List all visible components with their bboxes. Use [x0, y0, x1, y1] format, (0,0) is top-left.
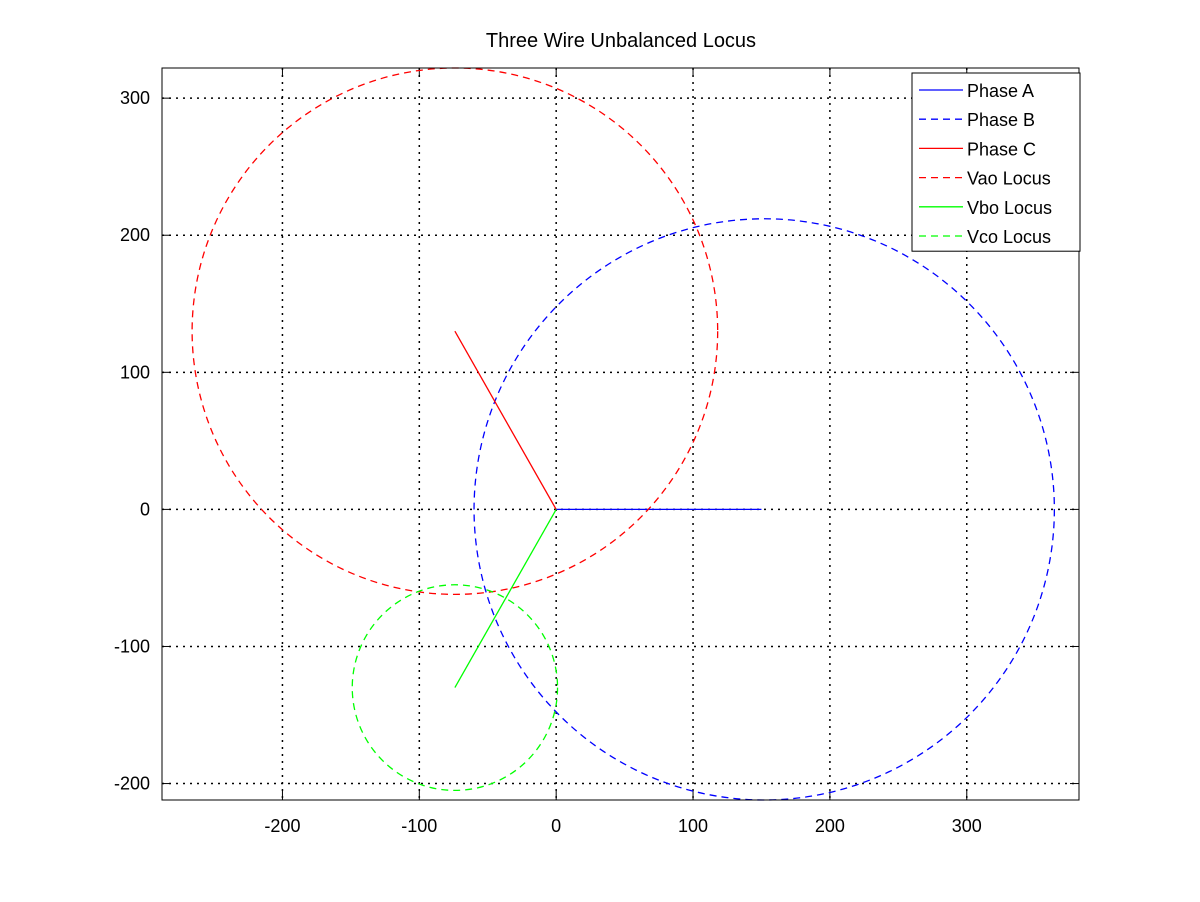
legend-label: Phase C: [967, 139, 1036, 159]
chart-title: Three Wire Unbalanced Locus: [486, 30, 756, 52]
y-tick-label: 200: [120, 225, 150, 245]
series-phase-line-2: [454, 330, 557, 510]
y-tick-label: 100: [120, 362, 150, 382]
x-tick-label: 100: [678, 816, 708, 836]
series-layer: [191, 67, 1056, 801]
y-tick-label: -200: [114, 774, 150, 794]
series-locus-circle-5: [351, 584, 559, 792]
legend-box: [911, 72, 1081, 252]
series-phase-line-4: [454, 509, 557, 688]
x-axis-ticks: -200 -100 0 100 200 300: [264, 68, 982, 836]
x-tick-label: 300: [952, 816, 982, 836]
y-tick-label: 300: [120, 88, 150, 108]
x-tick-label: -200: [264, 816, 300, 836]
x-tick-label: 200: [815, 816, 845, 836]
y-tick-label: 0: [140, 499, 150, 519]
x-tick-label: -100: [401, 816, 437, 836]
x-tick-label: 0: [551, 816, 561, 836]
legend-label: Vco Locus: [967, 227, 1051, 247]
plot-frame: [161, 67, 1080, 801]
y-axis-ticks: -200 -100 0 100 200 300: [114, 88, 1079, 794]
y-tick-label: -100: [114, 636, 150, 656]
legend-label: Phase A: [967, 81, 1034, 101]
legend-label: Vao Locus: [967, 169, 1051, 189]
legend-label: Phase B: [967, 110, 1035, 130]
series-locus-circle-1: [473, 218, 1056, 801]
legend: Phase A Phase B Phase C Vao Locus Vbo Locus V…: [911, 72, 1081, 252]
legend-label: Vbo Locus: [967, 198, 1052, 218]
